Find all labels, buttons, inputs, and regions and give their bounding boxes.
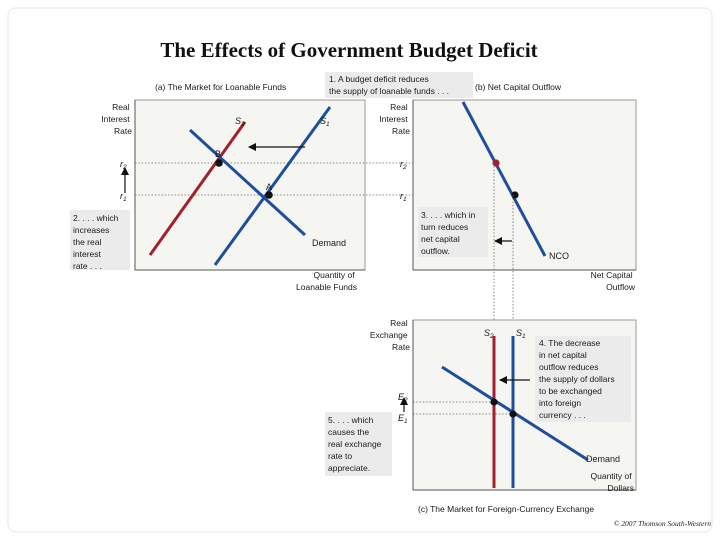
panel-a: (a) The Market for Loanable Funds Real I… (70, 72, 515, 292)
panel-c-x-label: Quantity of Dollars (591, 471, 634, 493)
panel-c-y-label: Real Exchange Rate (370, 318, 410, 352)
note-budget-deficit: 1. A budget deficit reduces the supply o… (329, 74, 449, 96)
slide-frame (7, 7, 713, 533)
note-interest-box (70, 210, 130, 270)
panel-a-plot-area (134, 99, 366, 271)
panel-a-tick-r1: r1 (120, 191, 127, 203)
panel-b-y-label: Real Interest Rate (379, 102, 410, 136)
panel-b-heading: (b) Net Capital Outflow (475, 82, 562, 92)
s2-label: S2 (235, 116, 245, 128)
note-interest-rate: 2. . . . which increases the real intere… (73, 213, 121, 271)
point-b-label: B (215, 149, 221, 159)
note-supply-dollars-box (535, 336, 631, 422)
point-b (215, 159, 223, 167)
currency-point-e2 (490, 398, 498, 406)
currency-demand-label: Demand (586, 454, 620, 464)
note-nco-box (418, 207, 488, 257)
nco-label: NCO (549, 251, 569, 261)
note-budget-deficit-box (325, 72, 473, 98)
panel-c-tick-e2: E2 (398, 392, 408, 404)
panel-a-x-label: Quantity of Loanable Funds (296, 270, 357, 292)
panel-c: (c) The Market for Foreign-Currency Exch… (325, 318, 637, 514)
currency-point-e1 (509, 410, 517, 418)
note-appreciation-box (325, 412, 392, 476)
panel-b: (b) Net Capital Outflow Real Interest Ra… (379, 82, 637, 292)
panel-b-x-label: Net Capital Outflow (591, 270, 636, 292)
panel-c-tick-e1: E1 (398, 413, 408, 425)
copyright-credit: © 2007 Thomson South-Western (614, 519, 712, 528)
panel-b-tick-r2: r2 (400, 159, 407, 171)
demand-label: Demand (312, 238, 346, 248)
panel-a-tick-r2: r2 (120, 159, 127, 171)
nco-point-r2 (492, 159, 500, 167)
supply-s2-line (148, 121, 247, 256)
s1-label: S1 (320, 116, 330, 128)
panel-c-heading: (c) The Market for Foreign-Currency Exch… (418, 504, 594, 514)
point-a-label: A (266, 182, 272, 192)
nco-line (461, 101, 547, 257)
currency-s1-label: S1 (516, 328, 526, 340)
note-nco: 3. . . . which in turn reduces net capit… (421, 210, 478, 256)
panel-a-y-label: Real Interest Rate (101, 102, 132, 136)
nco-point-r1 (511, 191, 519, 199)
note-appreciation: 5. . . . which causes the real exchange … (328, 415, 384, 473)
supply-s1-line (213, 106, 332, 266)
point-a (265, 191, 273, 199)
currency-s2-label: S2 (484, 328, 494, 340)
note-supply-dollars: 4. The decrease in net capital outflow r… (539, 338, 617, 420)
panel-b-tick-r1: r1 (400, 191, 407, 203)
page-title: The Effects of Government Budget Deficit (160, 38, 537, 62)
panel-a-heading: (a) The Market for Loanable Funds (155, 82, 286, 92)
demand-line (188, 128, 307, 237)
